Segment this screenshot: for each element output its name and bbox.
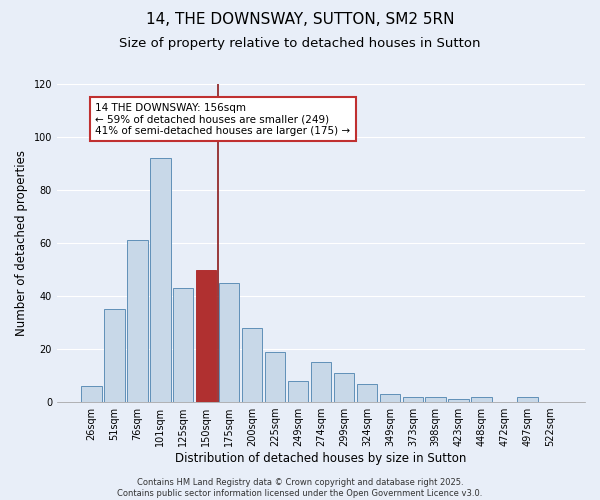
Bar xyxy=(425,397,446,402)
Bar xyxy=(150,158,170,402)
Bar xyxy=(219,283,239,402)
Bar xyxy=(472,397,492,402)
Bar xyxy=(196,270,217,402)
Text: Size of property relative to detached houses in Sutton: Size of property relative to detached ho… xyxy=(119,38,481,51)
Bar xyxy=(242,328,262,402)
Y-axis label: Number of detached properties: Number of detached properties xyxy=(15,150,28,336)
Bar xyxy=(81,386,101,402)
Text: 14, THE DOWNSWAY, SUTTON, SM2 5RN: 14, THE DOWNSWAY, SUTTON, SM2 5RN xyxy=(146,12,454,28)
X-axis label: Distribution of detached houses by size in Sutton: Distribution of detached houses by size … xyxy=(175,452,467,465)
Bar xyxy=(380,394,400,402)
Bar xyxy=(311,362,331,402)
Bar xyxy=(173,288,193,402)
Text: 14 THE DOWNSWAY: 156sqm
← 59% of detached houses are smaller (249)
41% of semi-d: 14 THE DOWNSWAY: 156sqm ← 59% of detache… xyxy=(95,102,350,136)
Bar xyxy=(104,310,125,402)
Bar xyxy=(287,381,308,402)
Bar xyxy=(517,397,538,402)
Bar xyxy=(448,400,469,402)
Bar xyxy=(127,240,148,402)
Bar xyxy=(403,397,423,402)
Text: Contains HM Land Registry data © Crown copyright and database right 2025.
Contai: Contains HM Land Registry data © Crown c… xyxy=(118,478,482,498)
Bar xyxy=(334,373,354,402)
Bar xyxy=(265,352,286,402)
Bar xyxy=(356,384,377,402)
